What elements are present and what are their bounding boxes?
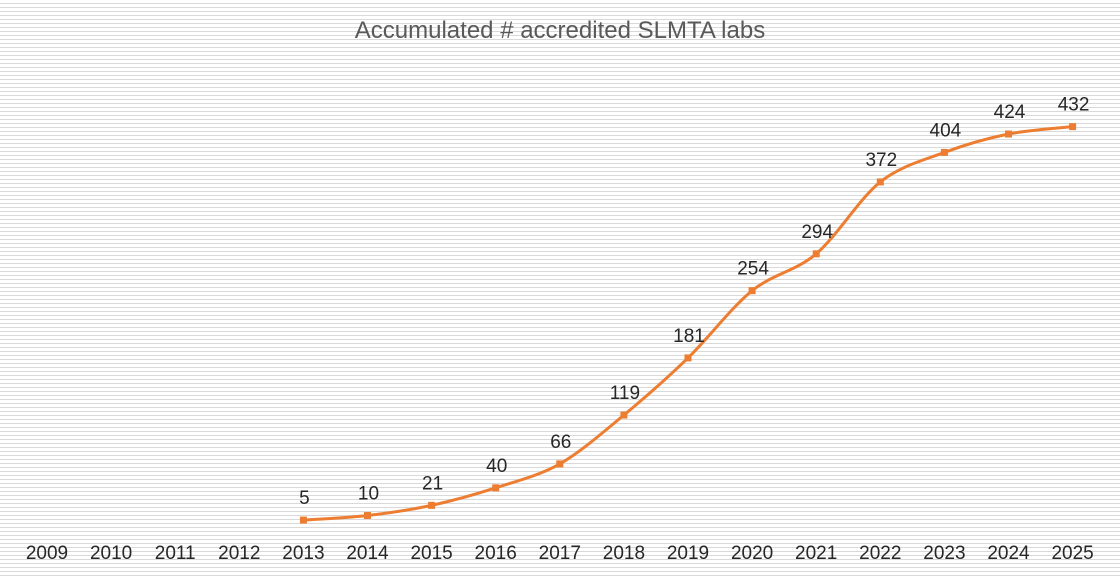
data-point-marker [940,148,948,156]
data-label: 424 [994,102,1026,123]
x-tick-label: 2013 [282,543,324,564]
data-point-marker [364,511,371,519]
data-point-marker [620,411,628,419]
data-point-marker [556,460,564,468]
data-point-marker [1069,123,1077,131]
series-line [303,125,1073,522]
data-label: 404 [930,120,962,141]
x-tick-label: 2023 [923,543,965,564]
x-tick-label: 2018 [603,543,645,564]
data-label: 10 [358,483,379,504]
data-point-marker [428,501,436,509]
data-label: 372 [865,150,897,171]
x-tick-label: 2021 [795,543,837,564]
x-tick-label: 2017 [539,543,581,564]
data-label: 40 [486,456,507,477]
data-label: 254 [737,259,769,280]
data-label: 294 [801,222,833,243]
data-label: 181 [673,326,705,347]
x-axis-tick-labels: 2009 2010 2011 2012 2013 2014 2015 2016 2017 2018… [26,543,1094,564]
x-tick-label: 2012 [218,543,260,564]
data-point-marker [748,287,756,295]
data-label: 432 [1058,95,1090,116]
data-point-marker [812,250,820,258]
data-label: 66 [550,432,571,453]
data-label: 21 [422,473,443,494]
x-tick-label: 2016 [475,543,517,564]
chart-title: Accumulated # accredited SLMTA labs [355,17,765,44]
data-point-marker [299,516,307,524]
data-point-marker [492,484,500,492]
data-label: 119 [610,383,640,404]
x-tick-label: 2014 [346,543,389,564]
data-point-marker [1005,130,1012,138]
x-tick-label: 2011 [155,543,196,564]
x-tick-label: 2015 [410,543,452,564]
x-tick-label: 2022 [859,543,901,564]
data-point-marker [876,178,884,186]
x-tick-label: 2010 [90,543,132,564]
x-tick-label: 2024 [987,543,1030,564]
x-tick-label: 2019 [667,543,709,564]
x-tick-label: 2009 [26,543,68,564]
series-layer: 5 10 21 40 66 119 181 254 294 372 404 424 432 [299,95,1089,524]
x-tick-label: 2025 [1051,543,1093,564]
x-tick-label: 2020 [731,543,773,564]
data-point-marker [684,354,692,362]
data-label: 5 [299,488,310,509]
